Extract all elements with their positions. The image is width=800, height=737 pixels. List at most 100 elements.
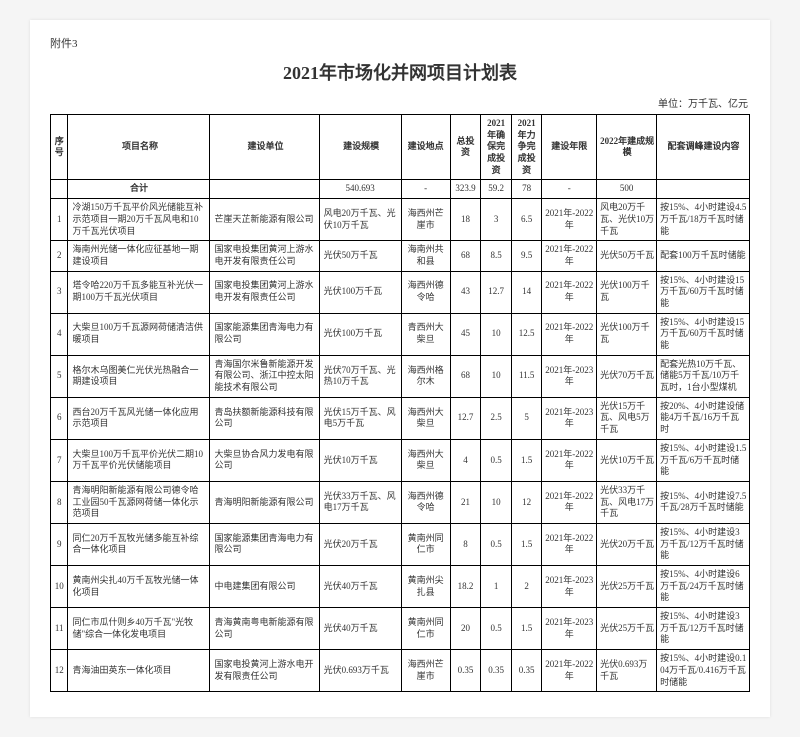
cell-support: 配套光热10万千瓦、储能5万千瓦/10万千瓦时，1台小型煤机 (657, 355, 750, 397)
sum-label: 合计 (68, 180, 210, 199)
cell-inv: 18 (450, 199, 481, 241)
cell-name: 青海油田英东一体化项目 (68, 650, 210, 692)
th-name: 项目名称 (68, 115, 210, 180)
cell-loc: 海西州大柴旦 (401, 439, 450, 481)
cell-scale: 光伏40万千瓦 (319, 608, 401, 650)
cell-year: 2021年-2022年 (542, 241, 597, 271)
th-seq: 序号 (51, 115, 68, 180)
cell-name: 青海明阳新能源有限公司德令哈工业园50千瓦源网荷储一体化示范项目 (68, 481, 210, 523)
cell-2021b: 12 (511, 481, 542, 523)
cell-support: 按20%、4小时建设储能4万千瓦/16万千瓦时 (657, 397, 750, 439)
table-header-row: 序号 项目名称 建设单位 建设规模 建设地点 总投资 2021年确保完成投资 2… (51, 115, 750, 180)
table-row: 2海南州光储一体化应征基地一期建设项目国家电投集团黄河上游水电开发有限责任公司光… (51, 241, 750, 271)
cell-support: 按15%、4小时建设6万千瓦/24万千瓦时储能 (657, 566, 750, 608)
sum-year: - (542, 180, 597, 199)
cell-unit: 青海黄南粤电新能源有限公司 (210, 608, 319, 650)
cell-seq: 4 (51, 313, 68, 355)
cell-inv: 8 (450, 523, 481, 565)
cell-inv: 18.2 (450, 566, 481, 608)
cell-2021a: 2.5 (481, 397, 512, 439)
cell-name: 大柴旦100万千瓦源网荷储清洁供暖项目 (68, 313, 210, 355)
sum-seq (51, 180, 68, 199)
cell-support: 按15%、4小时建设15万千瓦/60万千瓦时储能 (657, 313, 750, 355)
cell-2022: 光伏33万千瓦、风电17万千瓦 (597, 481, 657, 523)
cell-year: 2021年-2022年 (542, 481, 597, 523)
th-unit: 建设单位 (210, 115, 319, 180)
cell-support: 按15%、4小时建设0.104万千瓦/0.416万千瓦时储能 (657, 650, 750, 692)
cell-2021a: 0.35 (481, 650, 512, 692)
cell-inv: 20 (450, 608, 481, 650)
th-2021b: 2021年力争完成投资 (511, 115, 542, 180)
cell-2022: 光伏70万千瓦 (597, 355, 657, 397)
cell-loc: 黄南州同仁市 (401, 608, 450, 650)
table-row: 4大柴旦100万千瓦源网荷储清洁供暖项目国家能源集团青海电力有限公司光伏100万… (51, 313, 750, 355)
cell-2022: 光伏50万千瓦 (597, 241, 657, 271)
cell-year: 2021年-2022年 (542, 271, 597, 313)
cell-seq: 9 (51, 523, 68, 565)
table-row: 1冷湖150万千瓦平价风光储能互补示范项目一期20万千瓦风电和10万千瓦光伏项目… (51, 199, 750, 241)
cell-name: 同仁市瓜什则乡40万千瓦"光牧储"综合一体化发电项目 (68, 608, 210, 650)
sum-2021a: 59.2 (481, 180, 512, 199)
cell-unit: 国家电投集团黄河上游水电开发有限责任公司 (210, 271, 319, 313)
th-support: 配套调峰建设内容 (657, 115, 750, 180)
cell-year: 2021年-2022年 (542, 313, 597, 355)
th-year: 建设年限 (542, 115, 597, 180)
cell-loc: 青西州大柴旦 (401, 313, 450, 355)
table-body: 合计 540.693 - 323.9 59.2 78 - 500 1冷湖150万… (51, 180, 750, 692)
cell-inv: 0.35 (450, 650, 481, 692)
table-row: 5格尔木乌图美仁光伏光热融合一期建设项目青海国尔米鲁新能源开发有限公司、浙江中控… (51, 355, 750, 397)
cell-2021b: 1.5 (511, 523, 542, 565)
cell-support: 按15%、4小时建设15万千瓦/60万千瓦时储能 (657, 271, 750, 313)
cell-scale: 光伏33万千瓦、风电17万千瓦 (319, 481, 401, 523)
cell-loc: 黄南州尖扎县 (401, 566, 450, 608)
cell-name: 格尔木乌图美仁光伏光热融合一期建设项目 (68, 355, 210, 397)
cell-year: 2021年-2023年 (542, 608, 597, 650)
cell-seq: 1 (51, 199, 68, 241)
cell-seq: 10 (51, 566, 68, 608)
cell-2021a: 0.5 (481, 439, 512, 481)
cell-loc: 海西州德令哈 (401, 271, 450, 313)
cell-2021b: 5 (511, 397, 542, 439)
cell-seq: 2 (51, 241, 68, 271)
sum-2022: 500 (597, 180, 657, 199)
cell-2021b: 1.5 (511, 608, 542, 650)
cell-2022: 光伏25万千瓦 (597, 608, 657, 650)
cell-2021a: 1 (481, 566, 512, 608)
table-row: 3塔令哈220万千瓦多能互补光伏一期100万千瓦光伏项目国家电投集团黄河上游水电… (51, 271, 750, 313)
table-row: 7大柴旦100万千瓦平价光伏二期10万千瓦平价光伏储能项目大柴旦协合风力发电有限… (51, 439, 750, 481)
sum-inv: 323.9 (450, 180, 481, 199)
table-row: 12青海油田英东一体化项目国家电投黄河上游水电开发有限责任公司光伏0.693万千… (51, 650, 750, 692)
sum-unit (210, 180, 319, 199)
table-row: 11同仁市瓜什则乡40万千瓦"光牧储"综合一体化发电项目青海黄南粤电新能源有限公… (51, 608, 750, 650)
cell-2021a: 10 (481, 355, 512, 397)
cell-name: 海南州光储一体化应征基地一期建设项目 (68, 241, 210, 271)
cell-2022: 光伏20万千瓦 (597, 523, 657, 565)
cell-loc: 海西州德令哈 (401, 481, 450, 523)
cell-2021b: 12.5 (511, 313, 542, 355)
cell-scale: 光伏10万千瓦 (319, 439, 401, 481)
cell-2022: 光伏15万千瓦、风电5万千瓦 (597, 397, 657, 439)
cell-2021a: 10 (481, 313, 512, 355)
cell-unit: 青海明阳新能源有限公司 (210, 481, 319, 523)
cell-2021b: 2 (511, 566, 542, 608)
th-inv: 总投资 (450, 115, 481, 180)
cell-inv: 12.7 (450, 397, 481, 439)
cell-loc: 黄南州同仁市 (401, 523, 450, 565)
th-loc: 建设地点 (401, 115, 450, 180)
cell-year: 2021年-2022年 (542, 650, 597, 692)
th-2021a: 2021年确保完成投资 (481, 115, 512, 180)
cell-name: 同仁20万千瓦牧光储多能互补综合一体化项目 (68, 523, 210, 565)
unit-label: 单位：万千瓦、亿元 (50, 95, 750, 110)
cell-support: 按15%、4小时建设7.5千瓦/28万千瓦时储能 (657, 481, 750, 523)
cell-unit: 国家电投黄河上游水电开发有限责任公司 (210, 650, 319, 692)
table-row: 9同仁20万千瓦牧光储多能互补综合一体化项目国家能源集团青海电力有限公司光伏20… (51, 523, 750, 565)
cell-unit: 青岛扶额新能源科技有限公司 (210, 397, 319, 439)
cell-loc: 海西州芒崖市 (401, 199, 450, 241)
document-page: 附件3 2021年市场化并网项目计划表 单位：万千瓦、亿元 序号 项目名称 建设… (30, 20, 770, 717)
cell-support: 按15%、4小时建设3万千瓦/12万千瓦时储能 (657, 608, 750, 650)
cell-scale: 风电20万千瓦、光伏10万千瓦 (319, 199, 401, 241)
cell-seq: 5 (51, 355, 68, 397)
page-title: 2021年市场化并网项目计划表 (50, 59, 750, 85)
cell-scale: 光伏70万千瓦、光热10万千瓦 (319, 355, 401, 397)
cell-2021a: 12.7 (481, 271, 512, 313)
